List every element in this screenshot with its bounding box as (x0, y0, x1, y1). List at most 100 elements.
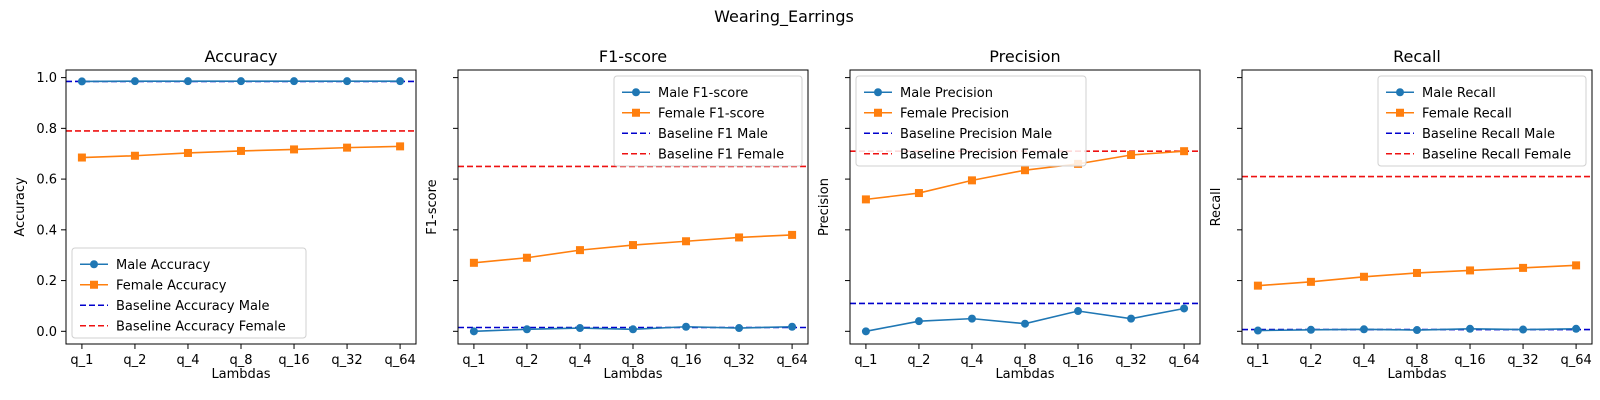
data-point (1519, 263, 1528, 272)
y-tick-label: 0.2 (36, 274, 57, 289)
x-tick-label: q_64 (384, 353, 415, 368)
x-tick-label: q_2 (907, 353, 930, 368)
legend-entry-female-precision: Female Precision (864, 106, 1009, 121)
legend-entry-female-recall: Female Recall (1386, 106, 1512, 121)
legend-label: Female F1-score (658, 106, 765, 121)
data-point (130, 77, 139, 86)
legend: Male F1-score Female F1-score Baseline F1 … (613, 75, 803, 167)
data-point (396, 77, 405, 86)
legend-label: Baseline Precision Female (900, 147, 1068, 162)
data-point (396, 142, 405, 151)
data-point (469, 258, 478, 267)
x-tick-label: q_4 (1352, 353, 1375, 368)
data-point (77, 153, 86, 162)
x-tick-label: q_8 (1405, 353, 1428, 368)
x-tick-label: q_32 (723, 353, 754, 368)
data-point (183, 77, 192, 86)
y-axis-label: Recall (1209, 188, 1224, 227)
x-tick-label: q_8 (1013, 353, 1036, 368)
legend-entry-baseline-recall-male: Baseline Recall Male (1386, 127, 1555, 142)
x-tick-label: q_4 (568, 353, 591, 368)
x-tick-label: q_2 (515, 353, 538, 368)
x-axis-label: Lambdas (211, 367, 270, 382)
y-tick-label: 0.6 (36, 173, 57, 188)
panel-accuracy: Accuracy q_1 q_2 q_4 q_8 q_16 q_32 q_64 0.0 0.2 0.… (13, 47, 417, 382)
data-point (967, 314, 976, 323)
legend-entry-male-f1-score: Male F1-score (622, 86, 748, 101)
data-point (1519, 325, 1528, 334)
data-point (343, 143, 352, 152)
legend-box (855, 75, 1087, 167)
x-tick-label: q_16 (1454, 353, 1485, 368)
x-tick-label: q_1 (1246, 353, 1269, 368)
x-tick-label: q_16 (670, 353, 701, 368)
data-point (861, 195, 870, 204)
legend-label: Baseline Accuracy Female (116, 319, 286, 334)
x-tick-label: q_32 (1507, 353, 1538, 368)
series-male-precision (861, 304, 1189, 336)
data-point (914, 317, 923, 326)
figure-title: Wearing_Earrings (714, 7, 854, 27)
y-tick-label: 0.4 (36, 223, 57, 238)
y-axis-label: Accuracy (13, 177, 28, 237)
legend-label: Baseline Precision Male (900, 127, 1052, 142)
legend-label: Baseline F1 Female (658, 147, 784, 162)
data-point (1180, 304, 1189, 313)
x-tick-label: q_32 (331, 353, 362, 368)
data-point (77, 77, 86, 86)
data-point (735, 233, 744, 242)
panel-f1-score: F1-score q_1 q_2 q_4 q_8 q_16 q_32 q_64 Lambdas F… (425, 47, 809, 382)
data-point (1253, 281, 1262, 290)
x-tick-label: q_4 (176, 353, 199, 368)
data-point (1021, 166, 1029, 175)
data-point (682, 322, 691, 331)
data-point (788, 322, 797, 331)
legend-entry-male-precision: Male Precision (864, 86, 993, 101)
x-axis-label: Lambdas (995, 367, 1054, 382)
data-point (237, 77, 245, 86)
legend-marker (632, 88, 640, 97)
data-point (183, 148, 192, 157)
panel-title: Accuracy (204, 47, 277, 66)
legend-box (71, 247, 307, 339)
legend-marker (90, 260, 98, 269)
y-tick-label: 1.0 (36, 71, 57, 86)
legend-label: Baseline Accuracy Male (116, 299, 270, 314)
legend-marker (1396, 88, 1404, 97)
data-point (1021, 319, 1029, 328)
x-tick-label: q_8 (229, 353, 252, 368)
legend-label: Male Recall (1422, 86, 1496, 101)
series-female-recall (1253, 261, 1581, 290)
plot-frame (1241, 69, 1593, 345)
data-point (1359, 272, 1368, 281)
x-axis-label: Lambdas (603, 367, 662, 382)
legend-entry-baseline-precision-male: Baseline Precision Male (864, 127, 1052, 142)
panel-recall: Recall q_1 q_2 q_4 q_8 q_16 q_32 q_64 Lambdas Rec… (1209, 47, 1593, 382)
x-tick-label: q_8 (621, 353, 644, 368)
data-point (343, 77, 352, 86)
data-point (1466, 266, 1475, 275)
x-tick-label: q_1 (854, 353, 877, 368)
data-point (130, 151, 139, 160)
plot-frame (457, 69, 809, 345)
legend-entry-female-accuracy: Female Accuracy (80, 278, 227, 293)
data-point (1127, 314, 1136, 323)
data-point (788, 230, 797, 239)
data-point (575, 246, 584, 255)
x-tick-label: q_16 (1062, 353, 1093, 368)
legend-label: Male Precision (900, 86, 993, 101)
data-point (1127, 150, 1136, 159)
panel-title: Recall (1393, 47, 1441, 66)
data-point (1306, 325, 1315, 334)
data-point (522, 325, 531, 334)
legend-entry-male-accuracy: Male Accuracy (80, 258, 211, 273)
data-point (1253, 326, 1262, 335)
data-point (735, 324, 744, 333)
data-point (1306, 277, 1315, 286)
series-male-accuracy (77, 77, 405, 86)
legend-box (1377, 75, 1587, 167)
x-tick-label: q_2 (1299, 353, 1322, 368)
x-tick-label: q_1 (70, 353, 93, 368)
legend-marker (1396, 108, 1404, 117)
